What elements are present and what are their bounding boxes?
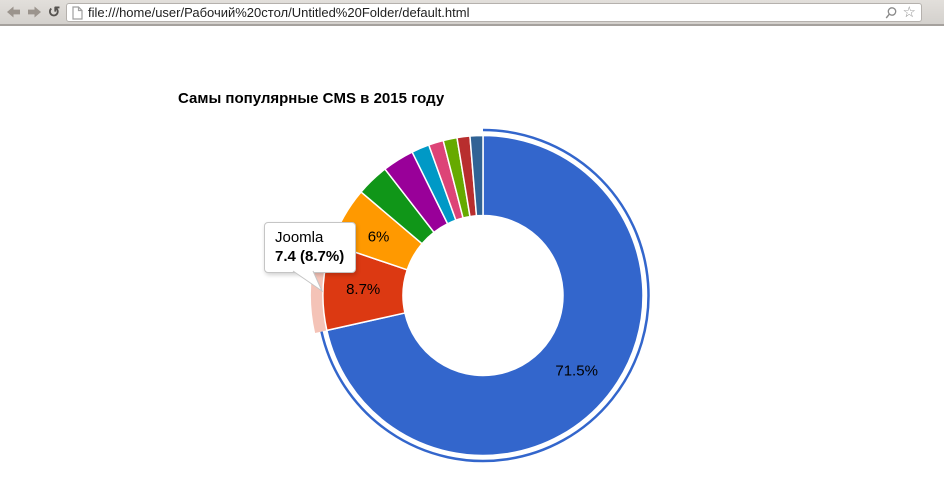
reload-icon: ↺ <box>47 3 61 21</box>
page-title: Самы популярные CMS в 2015 году <box>178 90 445 107</box>
back-arrow-icon <box>7 6 20 18</box>
zoom-magnifier-icon[interactable] <box>884 6 898 20</box>
forward-arrow-icon <box>28 6 41 18</box>
tooltip-value: 7.4 (8.7%) <box>275 248 345 265</box>
tooltip-callout-tail <box>292 270 324 293</box>
slice-percent-label: 6% <box>368 228 390 245</box>
reload-button[interactable]: ↺ <box>44 3 64 21</box>
chart-tooltip: Joomla 7.4 (8.7%) <box>264 222 357 293</box>
pie-slice[interactable] <box>326 134 644 457</box>
slice-percent-label: 8.7% <box>346 281 380 298</box>
back-button[interactable] <box>4 3 24 21</box>
pie-slice[interactable] <box>469 134 484 217</box>
forward-button[interactable] <box>24 3 44 21</box>
tooltip-series-name: Joomla <box>275 229 324 246</box>
bookmark-star-icon[interactable]: ☆ <box>902 4 916 21</box>
slice-percent-label: 71.5% <box>555 363 598 380</box>
address-bar[interactable]: file:///home/user/Рабочий%20стол/Untitle… <box>66 3 922 22</box>
page-icon <box>72 5 83 20</box>
browser-toolbar: ↺ file:///home/user/Рабочий%20стол/Untit… <box>0 0 944 26</box>
url-text[interactable]: file:///home/user/Рабочий%20стол/Untitle… <box>88 5 470 20</box>
slice-selection-ring <box>320 128 650 463</box>
